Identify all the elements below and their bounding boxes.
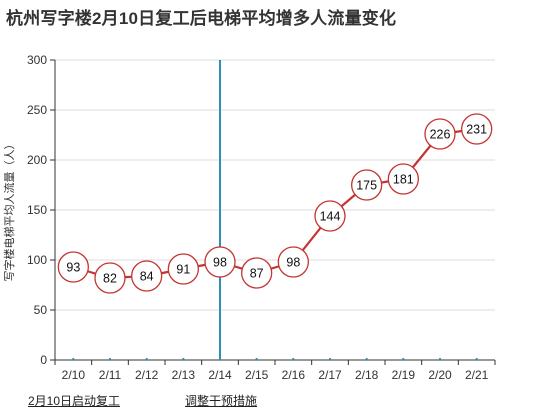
x-axis-dot-2/12 — [145, 357, 148, 361]
x-tick-label-2/18: 2/18 — [355, 368, 379, 382]
y-tick-label-150: 150 — [27, 203, 47, 217]
data-label-2/19: 181 — [393, 173, 414, 187]
x-tick-label-2/10: 2/10 — [62, 368, 86, 382]
x-axis-dot-2/15 — [255, 357, 258, 361]
data-label-2/16: 98 — [286, 256, 300, 270]
x-axis-dot-2/18 — [365, 357, 368, 361]
y-tick-label-250: 250 — [27, 103, 47, 117]
series-layer — [73, 127, 477, 280]
data-point-2/11 — [94, 262, 126, 294]
x-axis-dot-2/19 — [402, 357, 405, 361]
x-tick-label-2/12: 2/12 — [135, 368, 159, 382]
data-label-2/13: 91 — [176, 263, 190, 277]
x-axis-dot-2/20 — [438, 357, 442, 361]
data-label-2/18: 175 — [356, 179, 377, 193]
labels-layer: 93 82 84 91 98 87 98 144 175 181 226 231 — [66, 123, 487, 286]
data-point-2/10 — [57, 251, 89, 283]
x-tick-label-2/15: 2/15 — [245, 368, 269, 382]
x-tick-label-2/20: 2/20 — [428, 368, 452, 382]
data-label-2/15: 87 — [250, 267, 264, 281]
x-tick-label-2/17: 2/17 — [318, 368, 342, 382]
data-label-2/21: 231 — [466, 123, 487, 137]
x-tick-label-2/19: 2/19 — [392, 368, 416, 382]
data-label-2/17: 144 — [320, 210, 341, 224]
y-tick-label-50: 50 — [34, 303, 48, 317]
data-point-2/18 — [351, 169, 383, 201]
y-tick-label-200: 200 — [27, 153, 47, 167]
y-tick-label-300: 300 — [27, 53, 47, 67]
axes: 0 50 100 150 200 250 300 2/10 2/11 2/12 2/13 2/14 2/… — [2, 53, 496, 382]
data-label-2/10: 93 — [66, 261, 80, 275]
data-point-2/16 — [277, 246, 309, 278]
data-point-2/15 — [241, 257, 273, 289]
x-axis-dot-2/17 — [328, 357, 332, 361]
data-point-2/19 — [387, 163, 419, 195]
x-tick-label-2/21: 2/21 — [465, 368, 489, 382]
x-axis-dot-2/21 — [475, 357, 478, 361]
chart-title: 杭州写字楼2月10日复工后电梯平均增多人流量变化 — [6, 9, 397, 28]
annotation-restart-work: 2月10日启动复工 — [28, 394, 121, 408]
annotation-adjust-measures: 调整干预措施 — [185, 394, 258, 408]
points-layer — [57, 113, 493, 294]
x-axis-dot-2/16 — [292, 357, 295, 361]
x-axis-dot-2/11 — [108, 357, 112, 361]
x-axis-dot-2/10 — [72, 357, 75, 361]
y-axis-title: 写字楼电梯平均人流量（人） — [2, 139, 16, 282]
gridlines — [55, 59, 495, 311]
data-point-2/21 — [461, 113, 493, 145]
data-point-2/20 — [424, 118, 456, 150]
x-tick-label-2/14: 2/14 — [208, 368, 232, 382]
y-tick-label-100: 100 — [27, 253, 47, 267]
data-point-2/13 — [167, 253, 199, 285]
data-point-2/12 — [131, 260, 163, 292]
data-label-2/11: 82 — [103, 272, 117, 286]
data-label-2/20: 226 — [430, 128, 451, 142]
data-label-2/14: 98 — [213, 256, 227, 270]
data-point-2/14 — [204, 246, 236, 278]
x-tick-label-2/13: 2/13 — [172, 368, 196, 382]
data-label-2/12: 84 — [140, 270, 154, 284]
y-tick-label-0: 0 — [40, 353, 47, 367]
x-tick-label-2/11: 2/11 — [99, 368, 122, 382]
x-axis-dot-2/13 — [182, 357, 185, 361]
x-tick-label-2/16: 2/16 — [282, 368, 306, 382]
series-line — [73, 127, 477, 280]
data-point-2/17 — [314, 200, 346, 232]
